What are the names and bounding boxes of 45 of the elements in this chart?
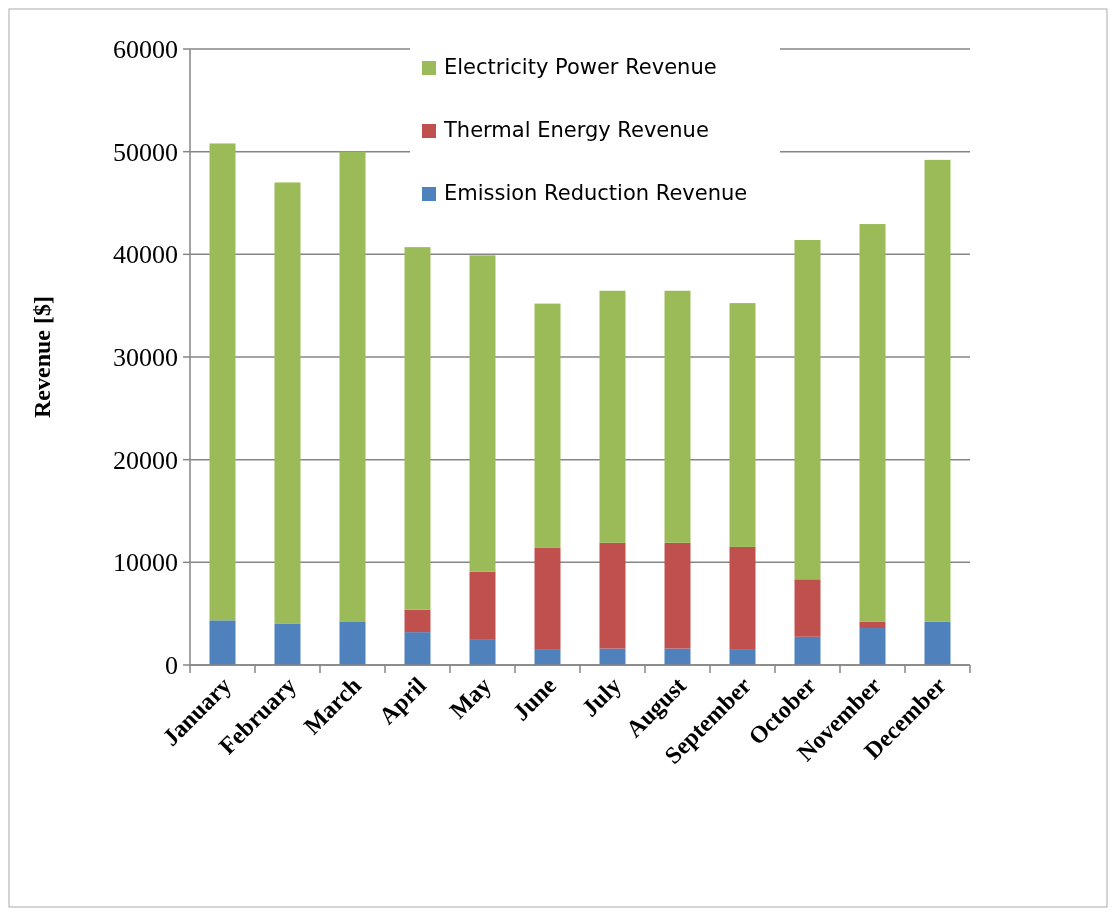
bar [599,648,626,665]
bar [664,648,691,665]
bar [209,620,236,665]
bar [794,239,821,580]
legend-label: Electricity Power Revenue [444,55,717,79]
bar [469,639,496,665]
y-tick-label: 50000 [113,137,178,167]
bar [534,303,561,548]
bar [859,224,886,622]
bar [794,579,821,637]
bar [274,623,301,665]
bar [664,542,691,649]
y-tick-label: 60000 [113,35,178,65]
bar [534,649,561,665]
y-tick-label: 10000 [113,548,178,578]
legend-label: Emission Reduction Revenue [444,181,748,205]
bar [729,649,756,665]
y-tick-label: 20000 [113,445,178,475]
bar [404,247,431,610]
bar [924,621,951,665]
bar [469,571,496,640]
bar [534,547,561,650]
bar [729,546,756,650]
bar [404,609,431,633]
y-tick-label: 40000 [113,240,178,270]
bar [209,143,236,621]
x-tick-label: June [507,671,562,726]
bar [859,628,886,665]
x-tick-label: July [576,672,627,722]
y-axis-title: Revenue [$] [29,296,55,418]
bar [404,632,431,665]
legend-label: Thermal Energy Revenue [443,118,709,142]
bar [274,182,301,624]
bar [794,636,821,665]
bar [469,255,496,572]
bar [339,151,366,622]
bar [729,303,756,547]
y-tick-label: 0 [165,651,178,681]
y-tick-label: 30000 [113,343,178,373]
bar [924,159,951,622]
bar [339,621,366,665]
bar [599,290,626,543]
bar [599,542,626,649]
bar [859,621,886,629]
bar [664,290,691,543]
